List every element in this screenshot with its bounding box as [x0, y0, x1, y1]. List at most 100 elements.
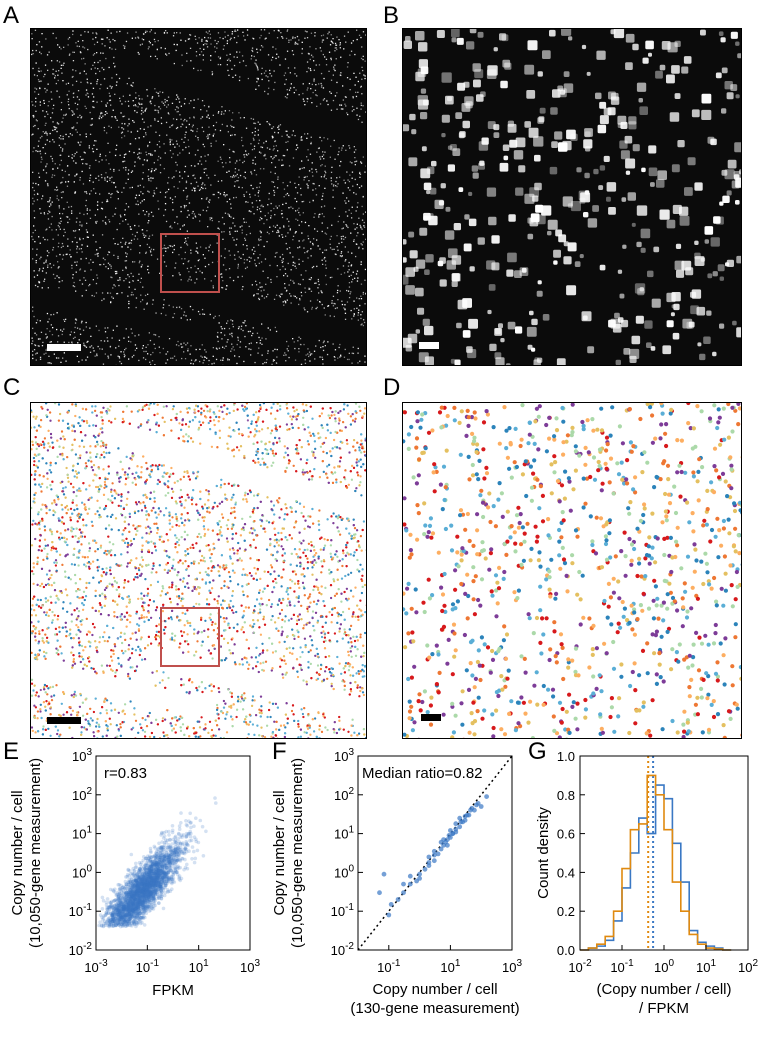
scatter-point	[192, 850, 196, 854]
scatter-point	[112, 899, 116, 903]
scatter-point	[139, 869, 143, 873]
scatter-point	[162, 907, 166, 911]
scatter-point	[170, 887, 174, 891]
y-axis-label-line1: Copy number / cell	[271, 790, 288, 915]
image-b-zoomed-fluorescence	[402, 28, 742, 366]
scatter-point	[171, 824, 175, 828]
scatter-point	[166, 859, 170, 863]
scatter-point	[164, 880, 168, 884]
scatter-point	[109, 919, 113, 923]
scatter-point	[135, 865, 139, 869]
scatter-point	[199, 819, 203, 823]
scatter-point	[162, 845, 166, 849]
scatter-point	[121, 905, 125, 909]
x-tick-label: 103	[502, 958, 522, 975]
scatter-point	[143, 887, 147, 891]
scatter-point	[441, 837, 446, 842]
scatter-point	[118, 892, 122, 896]
scatter-point	[166, 876, 170, 880]
scatter-point	[191, 845, 195, 849]
scatter-point	[202, 854, 206, 858]
scatter-point	[130, 853, 134, 857]
scatter-point	[169, 838, 173, 842]
scatter-point	[153, 872, 157, 876]
scatter-point	[164, 838, 168, 842]
scatter-point	[150, 869, 154, 873]
scatter-point	[163, 894, 167, 898]
annotation-median: Median ratio=0.82	[362, 765, 483, 782]
scatter-point	[102, 914, 106, 918]
y-axis-label-line2: (10,050-gene measurement)	[27, 758, 44, 948]
scatter-point	[143, 863, 147, 867]
scatter-point	[109, 904, 113, 908]
scatter-point	[182, 868, 186, 872]
y-tick-label: 10-2	[331, 941, 355, 958]
scatter-point	[194, 816, 198, 820]
scatter-point	[157, 901, 161, 905]
scatter-point	[179, 811, 183, 815]
scatter-point	[133, 883, 137, 887]
scatter-point	[143, 871, 147, 875]
image-c-canvas	[31, 403, 367, 739]
scatter-point	[201, 825, 205, 829]
scale-bar	[47, 717, 81, 724]
scatter-point	[171, 858, 175, 862]
scatter-point	[170, 864, 174, 868]
scatter-point	[143, 923, 147, 927]
scatter-points	[97, 796, 217, 928]
y-tick-label: 102	[334, 786, 354, 803]
scatter-point	[178, 879, 182, 883]
y-tick-label: 102	[72, 786, 92, 803]
scatter-point	[159, 889, 163, 893]
scatter-point	[181, 841, 185, 845]
scatter-point	[157, 896, 161, 900]
scatter-point	[386, 913, 391, 918]
scatter-point	[167, 833, 171, 837]
decoded-spots	[403, 403, 742, 739]
scatter-point	[116, 913, 120, 917]
scatter-point	[97, 924, 101, 928]
scatter-point	[129, 872, 133, 876]
scatter-point	[185, 850, 189, 854]
scatter-point	[125, 907, 129, 911]
scatter-point	[150, 882, 154, 886]
scatter-point	[163, 857, 167, 861]
y-tick-label: 0.2	[557, 904, 575, 919]
scatter-point	[169, 875, 173, 879]
scatter-point	[465, 813, 470, 818]
scatter-point	[169, 850, 173, 854]
panel-label-c: C	[3, 374, 20, 402]
scatter-point	[99, 913, 103, 917]
scatter-point	[155, 892, 159, 896]
scatter-point	[171, 829, 175, 833]
scatter-point	[127, 923, 131, 927]
scatter-point	[150, 905, 154, 909]
scatter-point	[169, 869, 173, 873]
scatter-point	[137, 920, 141, 924]
y-axis-label-line2: (10,050-gene measurement)	[289, 758, 306, 948]
scatter-point	[178, 840, 182, 844]
scatter-point	[118, 888, 122, 892]
scatter-point	[163, 886, 167, 890]
scatter-point	[105, 901, 109, 905]
scatter-point	[176, 837, 180, 841]
image-a-canvas	[31, 29, 367, 366]
scatter-point	[178, 824, 182, 828]
scatter-point	[140, 861, 144, 865]
scatter-point	[133, 905, 137, 909]
x-tick-label: 10-3	[84, 958, 108, 975]
scatter-point	[190, 857, 194, 861]
scatter-point	[127, 900, 131, 904]
scatter-point	[124, 875, 128, 879]
scatter-point	[155, 879, 159, 883]
panel-label-b: B	[383, 2, 399, 30]
scatter-point	[141, 902, 145, 906]
scatter-point	[474, 803, 479, 808]
x-tick-label: 100	[654, 958, 674, 975]
scatter-point	[144, 894, 148, 898]
scatter-point	[155, 864, 159, 868]
scatter-point	[119, 884, 123, 888]
scatter-point	[149, 849, 153, 853]
scatter-point	[196, 849, 200, 853]
